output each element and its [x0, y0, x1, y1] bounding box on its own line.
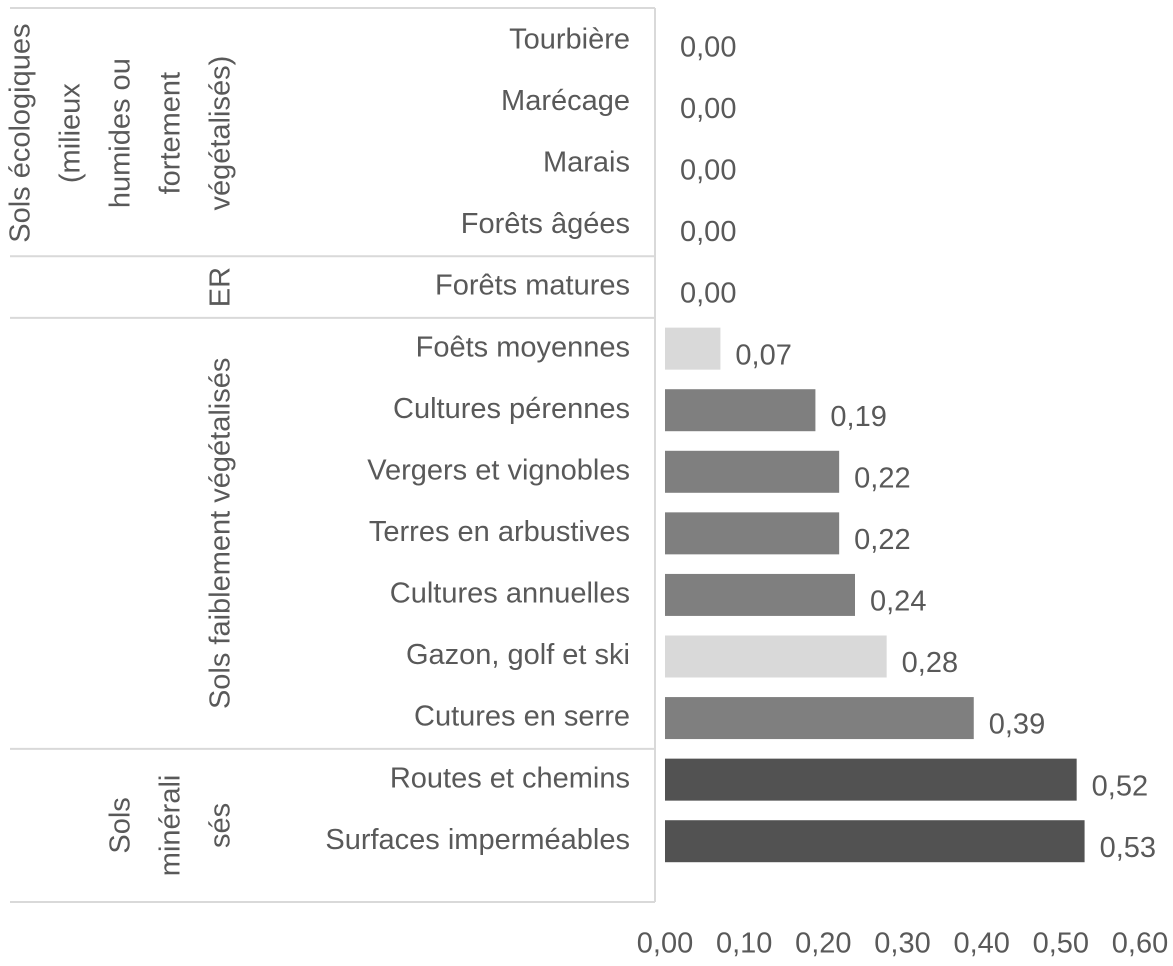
bar [665, 327, 721, 370]
value-label: 0,00 [680, 155, 736, 187]
bar [665, 512, 840, 555]
category-label: Tourbière [509, 23, 630, 55]
category-label: Cultures annuelles [390, 578, 630, 610]
group-label: ER [205, 267, 237, 307]
x-tick-label: 0,40 [953, 928, 1009, 960]
group-label: fortement [155, 72, 187, 195]
value-label: 0,22 [854, 462, 910, 494]
group-label: minérali [155, 775, 187, 877]
category-label: Gazon, golf et ski [406, 639, 630, 671]
bar [665, 450, 840, 493]
value-label: 0,07 [735, 339, 791, 371]
category-label: Vergers et vignobles [367, 454, 630, 486]
value-label: 0,39 [989, 709, 1045, 741]
group-label: végétalisés) [205, 56, 237, 211]
x-tick-label: 0,00 [637, 928, 693, 960]
category-label: Forêts âgées [461, 208, 630, 240]
bar [665, 697, 974, 740]
category-label: Terres en arbustives [369, 516, 630, 548]
category-label: Routes et chemins [390, 762, 630, 794]
value-label: 0,00 [680, 278, 736, 310]
category-label: Marécage [501, 85, 630, 117]
category-label: Forêts matures [435, 270, 630, 302]
value-label: 0,19 [830, 401, 886, 433]
group-label: sés [205, 803, 237, 848]
value-label: 0,22 [854, 524, 910, 556]
category-label: Foêts moyennes [416, 331, 630, 363]
category-label: Cultures pérennes [393, 393, 630, 425]
x-tick-label: 0,50 [1033, 928, 1089, 960]
category-label: Marais [543, 147, 630, 179]
bar [665, 573, 855, 616]
bar [665, 758, 1077, 801]
category-label: Surfaces imperméables [325, 824, 630, 856]
group-label: Sols [105, 797, 137, 853]
x-tick-label: 0,60 [1112, 928, 1168, 960]
group-label: Sols écologiques [5, 24, 37, 243]
x-tick-label: 0,30 [874, 928, 930, 960]
x-tick-label: 0,20 [795, 928, 851, 960]
value-label: 0,53 [1100, 832, 1156, 864]
bar [665, 635, 887, 678]
value-label: 0,00 [680, 93, 736, 125]
bar [665, 389, 816, 432]
group-label: (milieux [55, 83, 87, 183]
bar [665, 820, 1085, 863]
group-label: Sols faiblement végétalisés [205, 358, 237, 709]
category-label: Cutures en serre [414, 701, 630, 733]
x-tick-label: 0,10 [716, 928, 772, 960]
value-label: 0,00 [680, 216, 736, 248]
value-label: 0,00 [680, 31, 736, 63]
value-label: 0,28 [902, 647, 958, 679]
group-label: humides ou [105, 58, 137, 208]
value-label: 0,52 [1092, 770, 1148, 802]
value-label: 0,24 [870, 586, 926, 618]
